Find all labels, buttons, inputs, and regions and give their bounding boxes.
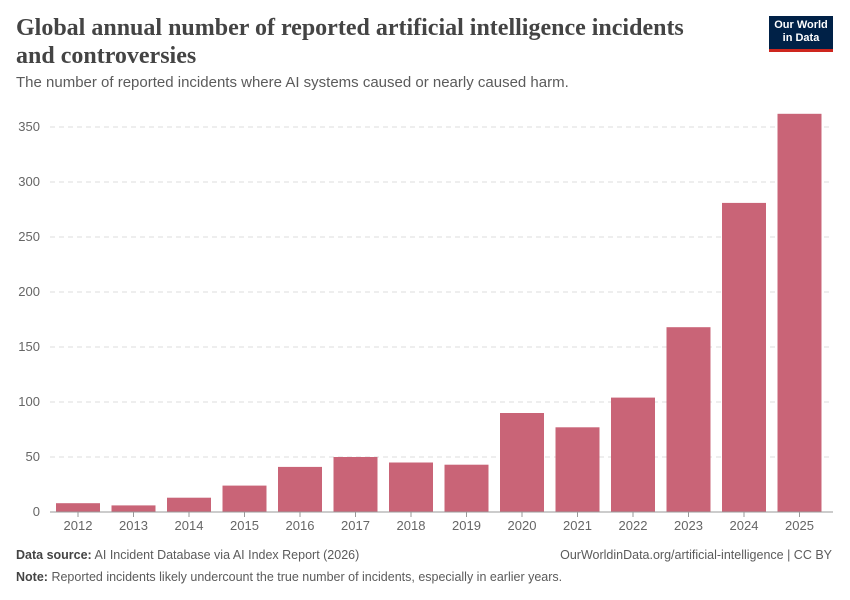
y-tick-label: 250 xyxy=(18,229,40,244)
note-text: Reported incidents likely undercount the… xyxy=(51,570,563,584)
data-source: Data source: AI Incident Database via AI… xyxy=(16,548,359,562)
x-tick-label: 2018 xyxy=(397,518,426,533)
bar-2017 xyxy=(333,457,378,512)
y-tick-label: 100 xyxy=(18,394,40,409)
logo-line-2: in Data xyxy=(782,32,820,44)
bar-2025 xyxy=(777,113,822,513)
bar-2023 xyxy=(666,327,711,512)
bar-2015 xyxy=(222,485,267,512)
bar-2019 xyxy=(444,464,489,512)
x-tick-label: 2012 xyxy=(64,518,93,533)
x-tick-label: 2023 xyxy=(674,518,703,533)
bar-2018 xyxy=(389,462,433,512)
x-tick-label: 2024 xyxy=(730,518,759,533)
note: Note: Reported incidents likely undercou… xyxy=(16,570,562,584)
y-tick-label: 50 xyxy=(26,449,40,464)
chart-title: Global annual number of reported artific… xyxy=(16,15,684,69)
chart-subtitle: The number of reported incidents where A… xyxy=(16,74,569,91)
x-tick-label: 2020 xyxy=(508,518,537,533)
source-text[interactable]: AI Incident Database via AI Index Report… xyxy=(94,548,360,562)
bar-2021 xyxy=(555,427,600,512)
bar-2014 xyxy=(167,497,211,512)
x-tick-label: 2025 xyxy=(785,518,814,533)
x-tick-label: 2015 xyxy=(230,518,259,533)
bar-2013 xyxy=(111,505,156,512)
y-tick-label: 350 xyxy=(18,119,40,134)
y-tick-label: 150 xyxy=(18,339,40,354)
y-tick-label: 0 xyxy=(33,504,40,519)
bar-2012 xyxy=(56,503,100,512)
x-tick-label: 2022 xyxy=(619,518,648,533)
note-label: Note: xyxy=(16,570,48,584)
source-label: Data source: xyxy=(16,548,92,562)
x-tick-label: 2014 xyxy=(175,518,204,533)
bar-2022 xyxy=(611,397,655,512)
source-url[interactable]: OurWorldinData.org/artificial-intelligen… xyxy=(560,548,832,562)
bar-2016 xyxy=(278,466,322,512)
x-tick-label: 2017 xyxy=(341,518,370,533)
bar-2024 xyxy=(722,202,766,512)
x-tick-label: 2013 xyxy=(119,518,148,533)
bar-2020 xyxy=(500,413,544,512)
y-tick-label: 300 xyxy=(18,174,40,189)
y-tick-label: 200 xyxy=(18,284,40,299)
x-tick-label: 2021 xyxy=(563,518,592,533)
owid-logo[interactable]: Our World in Data xyxy=(769,16,833,52)
x-tick-label: 2019 xyxy=(452,518,481,533)
x-tick-label: 2016 xyxy=(286,518,315,533)
logo-line-1: Our World xyxy=(774,19,828,31)
